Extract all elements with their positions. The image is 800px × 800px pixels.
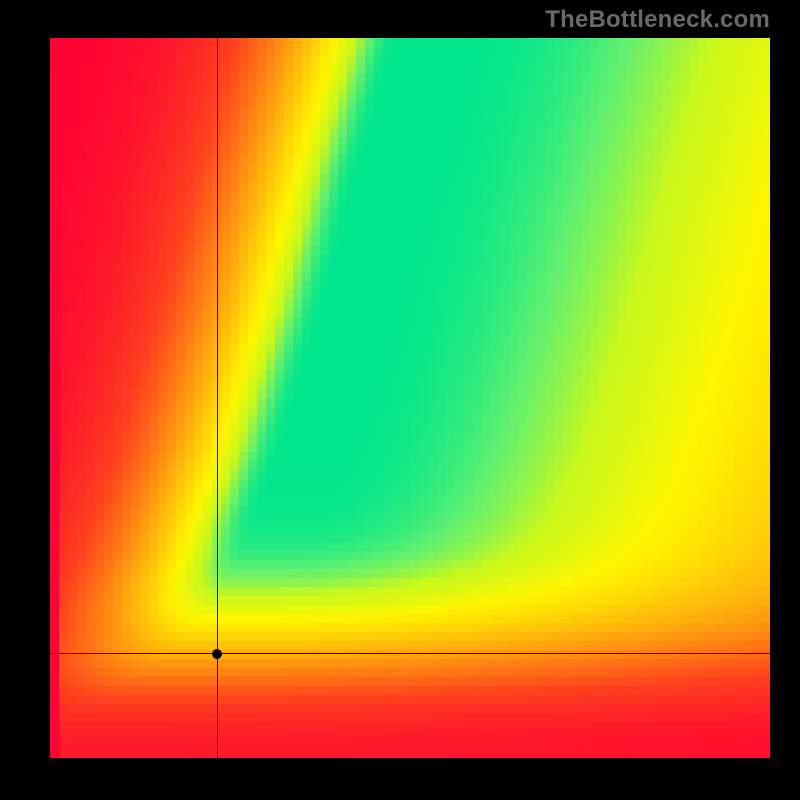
heatmap-plot <box>50 38 770 758</box>
watermark-text: TheBottleneck.com <box>545 6 770 34</box>
crosshair-marker <box>212 649 222 659</box>
chart-container: TheBottleneck.com <box>0 0 800 800</box>
heatmap-canvas <box>50 38 770 758</box>
crosshair-horizontal <box>50 653 770 654</box>
